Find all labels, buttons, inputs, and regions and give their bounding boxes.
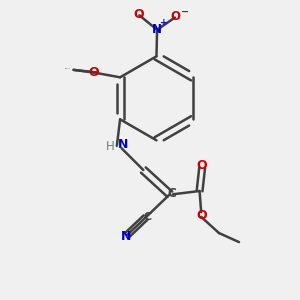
Text: C: C <box>143 212 151 222</box>
Text: O: O <box>196 209 207 222</box>
Text: −: − <box>181 7 189 17</box>
Text: O: O <box>171 10 181 23</box>
Text: O: O <box>134 8 144 21</box>
Text: O: O <box>197 159 208 172</box>
Text: H: H <box>106 140 115 153</box>
Text: O: O <box>88 66 99 79</box>
Text: +: + <box>160 18 168 27</box>
Text: C: C <box>167 187 176 200</box>
Text: N: N <box>152 23 162 36</box>
Text: N: N <box>118 138 128 151</box>
Text: methoxy: methoxy <box>64 68 71 69</box>
Text: N: N <box>121 230 131 243</box>
